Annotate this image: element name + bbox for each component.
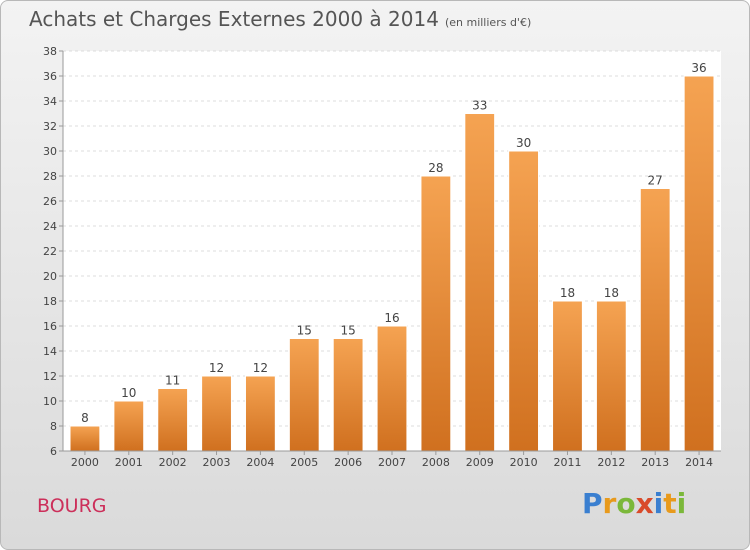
x-tick-label: 2008 [422,456,450,469]
bar [595,300,627,452]
logo-letter: o [616,487,636,520]
bar [464,113,496,452]
y-tick-label: 14 [43,345,57,358]
bar [683,75,715,452]
y-tick-label: 24 [43,220,57,233]
bar [639,188,671,452]
x-tick-label: 2007 [378,456,406,469]
x-tick-label: 2011 [553,456,581,469]
bar [552,300,583,452]
bar [69,425,101,452]
chart-title-text: Achats et Charges Externes 2000 à 2014 [29,7,439,31]
y-tick-label: 32 [43,120,57,133]
logo-letter: x [635,487,654,520]
y-axis-ticks: 6 8 10 12 14 16 18 20 22 24 26 28 30 32 34 36 38 [43,45,57,458]
x-tick-label: 2004 [246,456,274,469]
data-label: 10 [121,386,136,400]
logo-letter: P [582,487,603,520]
x-tick-label: 2012 [597,456,625,469]
logo-letter: r [602,487,617,520]
data-label: 30 [516,136,531,150]
data-label: 28 [428,161,443,175]
bar [157,388,189,452]
data-label: 36 [691,61,706,75]
logo-letter: i [676,487,687,520]
data-label: 12 [209,361,224,375]
bar [332,338,364,452]
data-label: 8 [81,411,89,425]
x-tick-label: 2002 [159,456,187,469]
x-axis-ticks: 2000 2001 2002 2003 2004 2005 2006 2007 2008 2009… [71,451,713,469]
data-label: 11 [165,374,180,388]
data-label: 33 [472,99,487,113]
y-tick-label: 34 [43,95,57,108]
data-label: 15 [297,324,312,338]
data-label: 15 [340,324,355,338]
proxiti-logo: Proxiti [582,487,686,520]
data-label: 18 [604,286,619,300]
bar [508,150,540,452]
commune-name: BOURG [37,495,107,517]
logo-letter: t [663,487,677,520]
data-label: 18 [560,286,575,300]
y-tick-label: 36 [43,70,57,83]
y-tick-label: 8 [50,420,57,433]
y-tick-label: 28 [43,170,57,183]
y-tick-label: 30 [43,145,57,158]
y-tick-label: 10 [43,395,57,408]
data-labels: 8 10 11 12 12 15 15 16 28 33 30 18 18 27 36 [81,61,707,425]
y-tick-label: 16 [43,320,57,333]
bar [244,375,276,452]
bar [420,175,452,452]
chart-subtitle: (en milliers d'€) [444,16,532,29]
y-tick-label: 18 [43,295,57,308]
y-tick-label: 6 [50,445,57,458]
chart-title: Achats et Charges Externes 2000 à 2014 (e… [29,7,531,31]
data-label: 27 [648,174,663,188]
logo-letter: i [653,487,664,520]
bars [69,75,715,452]
bar [288,338,320,452]
y-tick-label: 38 [43,45,57,58]
x-tick-label: 2001 [115,456,143,469]
data-label: 16 [384,311,399,325]
x-tick-label: 2005 [290,456,318,469]
x-tick-label: 2009 [466,456,494,469]
x-tick-label: 2010 [510,456,538,469]
bar [113,400,145,452]
y-tick-label: 22 [43,245,57,258]
y-tick-label: 26 [43,195,57,208]
x-tick-label: 2000 [71,456,99,469]
bar [201,375,232,452]
x-tick-label: 2013 [641,456,669,469]
data-label: 12 [253,361,268,375]
x-tick-label: 2003 [203,456,231,469]
y-tick-label: 12 [43,370,57,383]
y-tick-label: 20 [43,270,57,283]
x-tick-label: 2006 [334,456,362,469]
bar [376,325,408,452]
x-tick-label: 2014 [685,456,713,469]
